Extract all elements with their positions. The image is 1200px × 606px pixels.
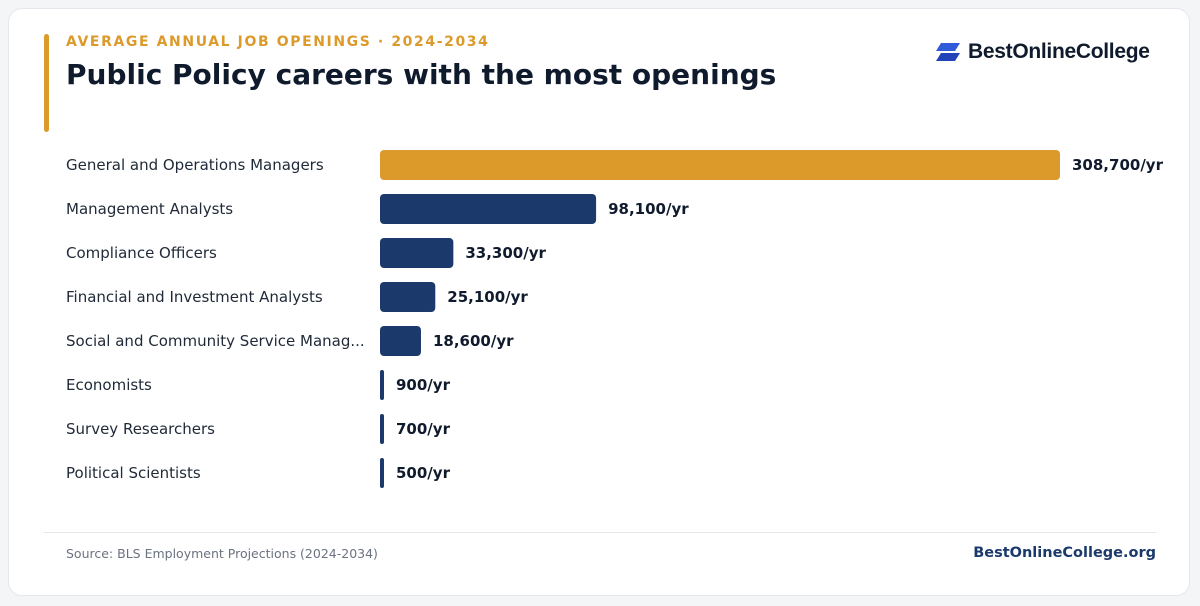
brand-logo-text: BestOnlineCollege <box>968 40 1150 63</box>
bar <box>380 282 436 312</box>
value-label: 900/yr <box>396 376 451 394</box>
chart-title: Public Policy careers with the most open… <box>66 58 777 91</box>
bar <box>380 238 454 268</box>
category-label: Social and Community Service Manag... <box>66 332 365 350</box>
category-label: Management Analysts <box>66 200 233 218</box>
value-label: 25,100/yr <box>447 288 528 306</box>
value-label: 33,300/yr <box>465 244 546 262</box>
title-accent-bar <box>44 34 49 132</box>
category-label: Financial and Investment Analysts <box>66 288 323 306</box>
bestonlinecollege-logo-icon <box>936 43 960 61</box>
value-label: 308,700/yr <box>1072 156 1164 174</box>
footer-divider <box>44 532 1156 533</box>
category-label: General and Operations Managers <box>66 156 324 174</box>
bar <box>380 194 597 224</box>
category-label: Survey Researchers <box>66 420 215 438</box>
bar <box>380 414 384 444</box>
chart-kicker: AVERAGE ANNUAL JOB OPENINGS · 2024-2034 <box>66 34 490 50</box>
site-link[interactable]: BestOnlineCollege.org <box>973 545 1156 561</box>
value-label: 18,600/yr <box>433 332 514 350</box>
value-label: 500/yr <box>396 464 451 482</box>
brand-logo[interactable]: BestOnlineCollege <box>936 40 1150 64</box>
value-label: 98,100/yr <box>608 200 689 218</box>
category-label: Compliance Officers <box>66 244 217 262</box>
bar <box>380 326 421 356</box>
bar <box>380 150 1060 180</box>
chart-card <box>8 8 1190 596</box>
bar <box>380 458 384 488</box>
category-label: Economists <box>66 376 152 394</box>
category-label: Political Scientists <box>66 464 201 482</box>
value-label: 700/yr <box>396 420 451 438</box>
bar <box>380 370 384 400</box>
source-note: Source: BLS Employment Projections (2024… <box>66 546 378 561</box>
